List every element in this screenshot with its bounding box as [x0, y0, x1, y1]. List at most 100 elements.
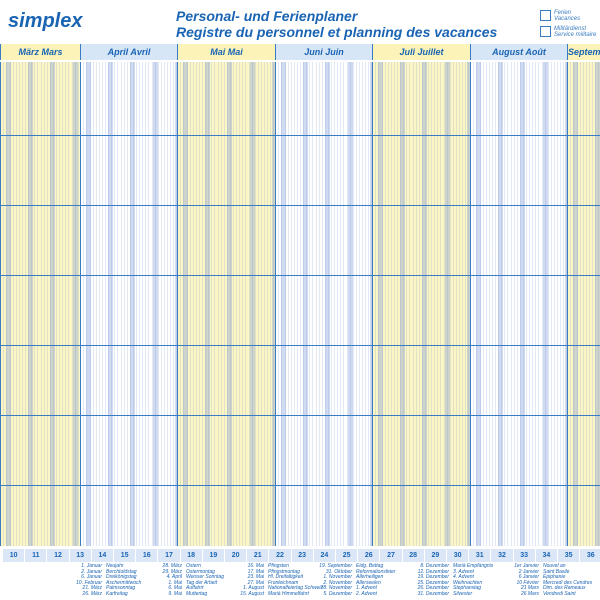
holiday-name: Neujahr — [106, 563, 124, 569]
holiday-date: 6. Januar — [81, 574, 102, 581]
month-column — [275, 62, 372, 546]
weekend-stripe — [378, 62, 383, 546]
week-number: 19 — [201, 549, 224, 562]
holiday-name: Eidg. Bettag — [356, 563, 384, 569]
holiday-row: 16. Mai Pfingsten — [230, 563, 323, 570]
week-number: 29 — [423, 549, 446, 562]
holiday-date: 16. Mai — [247, 563, 264, 569]
row-line — [0, 135, 600, 136]
holiday-name: Auffahrt — [186, 585, 204, 592]
holiday-date: 1. Januar — [81, 563, 102, 569]
weekend-stripe — [542, 62, 548, 546]
week-number: 34 — [534, 549, 557, 562]
holiday-row: 31. Oktober Reformationsfeier — [318, 568, 396, 576]
holiday-date: 19. Dezember — [417, 574, 449, 581]
month-column — [567, 62, 600, 546]
month-header: Mai Mai — [177, 44, 275, 60]
holiday-date: 1. August — [243, 585, 264, 592]
week-number: 31 — [468, 549, 491, 562]
week-number: 26 — [357, 549, 380, 562]
row-line — [0, 485, 600, 486]
weekend-stripe — [86, 62, 91, 546]
holiday-name: Dim. des Rameaux — [543, 585, 586, 592]
week-number: 22 — [268, 549, 291, 562]
holiday-date: 21 Mars — [520, 585, 539, 592]
holiday-row: 17. Mai Pfingstmontag — [230, 568, 323, 576]
holiday-row: 4. April Weisser Sonntag — [148, 574, 224, 581]
weekend-stripe — [152, 62, 158, 546]
weekend-stripe — [205, 62, 211, 546]
holiday-name: Karfreitag — [106, 590, 128, 597]
row-line — [0, 205, 600, 206]
holiday-name: 3. Advent — [453, 568, 474, 575]
holiday-name: Hl. Dreifaltigkeit — [268, 574, 304, 581]
holiday-column: 8. Dezember Mariä Empfängnis 12. Dezember 3… — [415, 563, 494, 598]
holiday-date: 29. März — [162, 568, 182, 575]
weekend-stripe — [28, 62, 34, 546]
holiday-date: 1er Janvier — [514, 563, 539, 569]
week-number: 36 — [579, 549, 600, 562]
holiday-row: 25. Dezember Weihnachten — [415, 580, 493, 587]
week-number: 18 — [179, 549, 202, 562]
holiday-date: 17. Mai — [247, 568, 264, 575]
legend-text: Ferien — [554, 10, 572, 16]
holiday-date: 10 Février — [516, 579, 539, 586]
legend-item: Militärdienst Service militaire — [540, 26, 596, 38]
holiday-date: 6 Janvier — [518, 574, 539, 581]
checkbox — [540, 10, 551, 21]
holiday-row: 1. August Nationalfeiertag Schweiz — [230, 586, 323, 592]
holiday-name: Pfingstmontag — [268, 568, 300, 575]
holiday-date: 31. Oktober — [325, 568, 352, 575]
legend-text: Service militaire — [554, 32, 597, 38]
legend-text: Vacances — [554, 16, 581, 22]
holiday-column: 1. Januar Neujahr 2. Januar Berchtoldstag 6.… — [68, 563, 142, 598]
holiday-row: 19. Dezember 4. Advent — [415, 574, 493, 581]
week-number: 11 — [24, 549, 47, 562]
holiday-name: Aschermittwoch — [106, 579, 142, 586]
week-number: 24 — [312, 549, 335, 562]
weekend-stripe — [227, 62, 233, 546]
holiday-row: 10. Februar Aschermittwoch — [68, 579, 142, 587]
holiday-date: 31. Dezember — [417, 590, 449, 597]
holiday-name: Mariä Empfängnis — [453, 563, 494, 569]
holiday-row: 29. März Ostermontag — [148, 568, 224, 576]
legend-item: Ferien Vacances — [540, 10, 580, 22]
week-number: 12 — [46, 549, 69, 562]
month-header: August Août — [470, 44, 567, 60]
holiday-name: Nationalfeiertag Schweiz — [268, 585, 324, 592]
month-header: Juli Juillet — [372, 44, 470, 60]
holiday-row: 2. November Allerseelen — [318, 579, 395, 587]
holiday-name: Reformationsfeier — [356, 568, 396, 575]
holiday-row: 9. Mai Muttertag — [148, 591, 224, 598]
holiday-row: 23. Mai Hl. Dreifaltigkeit — [230, 574, 323, 581]
weekend-stripe — [400, 62, 406, 546]
holiday-date: 1. November — [323, 574, 352, 581]
holiday-name: 4. Advent — [453, 574, 474, 581]
week-number: 17 — [157, 549, 180, 562]
row-line — [0, 415, 600, 416]
weekend-stripe — [325, 62, 331, 546]
holiday-name: Allerseelen — [356, 579, 381, 586]
weekend-stripe — [183, 62, 188, 546]
holiday-date: 28. November — [320, 585, 352, 592]
holiday-row: 21 Mars Dim. des Rameaux — [505, 586, 592, 592]
weekend-stripe — [476, 62, 481, 546]
week-number: 32 — [490, 549, 513, 562]
weekend-stripe — [281, 62, 286, 546]
week-number: 21 — [246, 549, 269, 562]
month-column — [372, 62, 470, 546]
holiday-date: 5. Dezember — [323, 590, 352, 597]
holiday-row: 28. März Ostern — [148, 563, 224, 570]
holiday-date: 2. Januar — [81, 568, 102, 575]
week-number: 30 — [446, 549, 469, 562]
month-header: März Mars — [0, 44, 80, 60]
weekend-stripe — [108, 62, 114, 546]
holiday-column: 19. September Eidg. Bettag 31. Oktober Refo… — [318, 563, 396, 598]
holiday-row: 6 Janvier Epiphanie — [505, 574, 592, 581]
holiday-date: 26. Dezember — [417, 585, 449, 592]
holiday-name: Silvester — [453, 590, 473, 597]
week-number: 14 — [90, 549, 113, 562]
holiday-row: 15. August Mariä Himmelfahrt — [230, 591, 323, 598]
holiday-name: Vendredi Saint — [543, 590, 576, 597]
